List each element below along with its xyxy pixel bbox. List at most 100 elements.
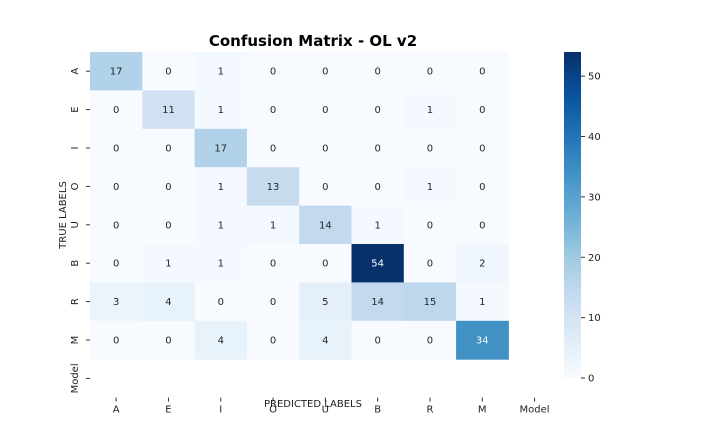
heatmap-cell — [456, 205, 509, 245]
cell-value-label: 0 — [113, 144, 119, 155]
cell-value-label: 4 — [218, 336, 224, 347]
heatmap-cell — [299, 167, 352, 207]
heatmap-cell — [403, 244, 457, 283]
cell-value-label: 15 — [424, 297, 437, 308]
heatmap-cell — [403, 52, 457, 91]
heatmap-cell — [351, 320, 405, 360]
cell-value-label: 0 — [374, 182, 380, 193]
heatmap-cell — [403, 320, 457, 360]
heatmap-cell — [90, 320, 143, 360]
y-tick-label: R — [70, 298, 81, 305]
heatmap-cell — [194, 128, 248, 168]
x-tick-label: Model — [520, 405, 550, 416]
heatmap-cell — [194, 167, 248, 207]
cell-value-label: 0 — [218, 297, 224, 308]
heatmap-cell — [194, 244, 248, 283]
cell-value-label: 4 — [322, 336, 328, 347]
x-tick-label: A — [113, 405, 120, 416]
y-tick-label: B — [70, 260, 81, 267]
y-axis-label: TRUE LABELS — [58, 181, 69, 250]
heatmap-cell — [194, 205, 248, 245]
cell-value-label: 17 — [214, 144, 227, 155]
cell-value-label: 13 — [267, 182, 280, 193]
heatmap-cell — [246, 320, 300, 360]
x-tick-label: O — [269, 405, 277, 416]
cell-value-label: 1 — [427, 182, 433, 193]
cell-value-label: 34 — [476, 336, 489, 347]
cell-value-label: 5 — [322, 297, 328, 308]
y-tick-label: E — [70, 106, 81, 112]
y-tick-label: I — [70, 147, 81, 150]
heatmap-cell — [142, 128, 196, 168]
heatmap-cell — [351, 244, 405, 283]
cell-value-label: 1 — [374, 220, 380, 231]
cell-value-label: 0 — [322, 144, 328, 155]
heatmap-cell — [351, 90, 405, 130]
y-tick-label: Model — [70, 363, 81, 393]
cell-value-label: 0 — [427, 259, 433, 270]
cell-value-label: 1 — [218, 259, 224, 270]
heatmap-cell — [403, 282, 457, 322]
heatmap-cell — [246, 244, 300, 283]
heatmap-cell — [142, 320, 196, 360]
cell-value-label: 0 — [479, 105, 485, 116]
heatmap-cell — [246, 90, 300, 130]
x-tick-label: M — [478, 405, 487, 416]
cell-value-label: 0 — [165, 182, 171, 193]
heatmap-cell — [246, 282, 300, 322]
cell-value-label: 0 — [270, 297, 276, 308]
cell-value-label: 1 — [218, 67, 224, 78]
heatmap-cell — [142, 282, 196, 322]
heatmap-cell — [456, 320, 509, 360]
cell-value-label: 0 — [322, 259, 328, 270]
cell-value-label: 0 — [113, 182, 119, 193]
cell-value-label: 1 — [165, 259, 171, 270]
cell-value-label: 0 — [427, 67, 433, 78]
cell-value-label: 0 — [270, 259, 276, 270]
cell-value-label: 0 — [427, 220, 433, 231]
heatmap-cell — [299, 244, 352, 283]
cell-value-label: 1 — [270, 220, 276, 231]
colorbar — [564, 52, 581, 378]
heatmap-cell — [90, 128, 143, 168]
heatmap-cells: 17 0 1 0 0 0 0 00 11 1 0 0 0 1 00 0 17 0 0 0 0 00 0 1 13 0 0 1 00 0 1 1… — [90, 52, 509, 360]
heatmap-cell — [142, 244, 196, 283]
cell-value-label: 14 — [319, 220, 332, 231]
heatmap-cell — [299, 128, 352, 168]
heatmap-cell — [246, 128, 300, 168]
heatmap-cell — [403, 90, 457, 130]
heatmap-cell — [351, 128, 405, 168]
heatmap-cell — [299, 320, 352, 360]
y-tick-label: U — [70, 221, 81, 228]
heatmap-cell — [90, 244, 143, 283]
colorbar-tick-label: 40 — [588, 132, 601, 143]
cell-value-label: 0 — [374, 67, 380, 78]
heatmap-cell — [299, 52, 352, 91]
cell-value-label: 0 — [113, 336, 119, 347]
colorbar-ticks: 0 10 20 30 40 50 — [581, 72, 601, 385]
heatmap-cell — [456, 244, 509, 283]
x-axis-label: PREDICTED LABELS — [264, 399, 362, 410]
x-tick-label: U — [322, 405, 329, 416]
cell-value-label: 14 — [371, 297, 384, 308]
cell-value-label: 0 — [374, 144, 380, 155]
heatmap-cell — [351, 205, 405, 245]
cell-value-label: 0 — [322, 67, 328, 78]
x-axis-ticks: A E I O U B R M Model — [113, 397, 550, 416]
heatmap-cell — [90, 52, 143, 91]
y-tick-label: O — [70, 182, 81, 190]
heatmap-cell — [299, 205, 352, 245]
cell-value-label: 0 — [165, 67, 171, 78]
cell-value-label: 0 — [374, 105, 380, 116]
heatmap-cell — [403, 205, 457, 245]
heatmap-cell — [299, 282, 352, 322]
cell-value-label: 0 — [113, 105, 119, 116]
cell-value-label: 0 — [322, 105, 328, 116]
cell-value-label: 0 — [479, 67, 485, 78]
cell-value-label: 0 — [479, 220, 485, 231]
heatmap-cell — [351, 167, 405, 207]
heatmap-cell — [194, 52, 248, 91]
cell-value-label: 3 — [113, 297, 119, 308]
